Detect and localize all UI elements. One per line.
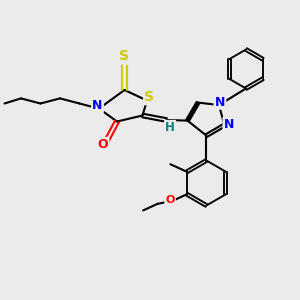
- Text: N: N: [224, 118, 234, 131]
- Text: N: N: [215, 95, 225, 109]
- Text: O: O: [165, 195, 175, 205]
- Text: S: S: [119, 50, 130, 63]
- Text: S: S: [144, 90, 154, 104]
- Text: H: H: [165, 121, 175, 134]
- Text: O: O: [98, 138, 108, 151]
- Text: N: N: [92, 99, 103, 112]
